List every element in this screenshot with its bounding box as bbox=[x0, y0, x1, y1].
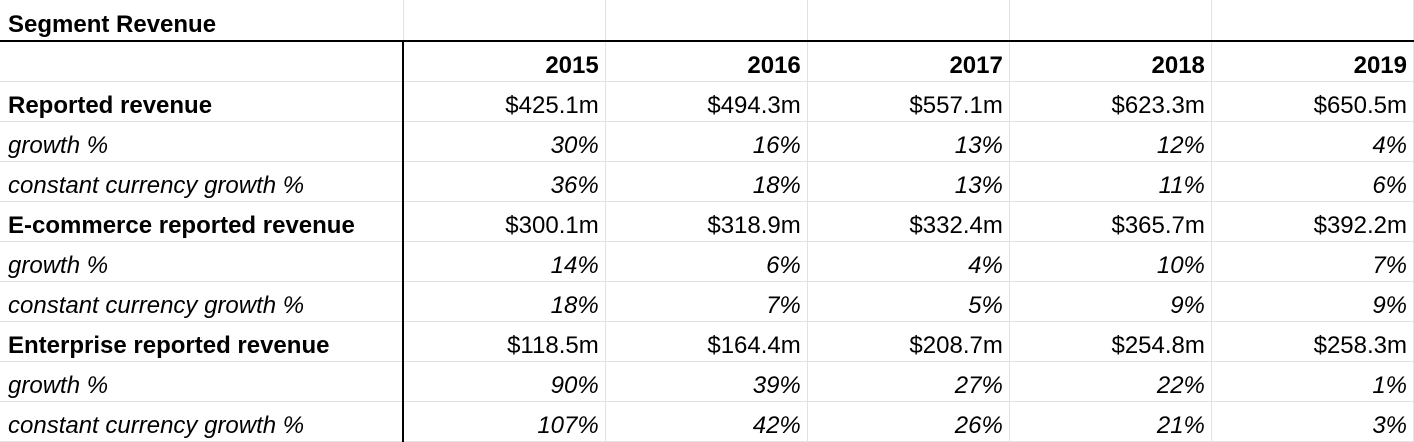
value-cell[interactable]: $332.4m bbox=[807, 201, 1010, 242]
row-label-cell[interactable]: constant currency growth % bbox=[0, 401, 405, 442]
value-cell[interactable]: 4% bbox=[1211, 121, 1414, 162]
value-cell[interactable]: $118.5m bbox=[403, 321, 606, 362]
value-cell[interactable]: 6% bbox=[605, 241, 808, 282]
year-header-cell[interactable]: 2017 bbox=[807, 40, 1010, 82]
empty-cell[interactable] bbox=[605, 0, 808, 42]
value-cell[interactable]: 18% bbox=[605, 161, 808, 202]
value-cell[interactable]: 7% bbox=[1211, 241, 1414, 282]
value-cell[interactable]: 107% bbox=[403, 401, 606, 442]
value-cell[interactable]: 26% bbox=[807, 401, 1010, 442]
value-cell[interactable]: $254.8m bbox=[1009, 321, 1212, 362]
value-cell[interactable]: 14% bbox=[403, 241, 606, 282]
value-cell[interactable]: 11% bbox=[1009, 161, 1212, 202]
empty-cell[interactable] bbox=[807, 0, 1010, 42]
value-cell[interactable]: 27% bbox=[807, 361, 1010, 402]
table-row: constant currency growth % 18% 7% 5% 9% 9% bbox=[0, 281, 1414, 322]
table-row: growth % 90% 39% 27% 22% 1% bbox=[0, 361, 1414, 402]
value-cell[interactable]: 9% bbox=[1009, 281, 1212, 322]
row-label-cell[interactable]: constant currency growth % bbox=[0, 161, 405, 202]
value-cell[interactable]: 10% bbox=[1009, 241, 1212, 282]
value-cell[interactable]: 7% bbox=[605, 281, 808, 322]
value-cell[interactable]: $365.7m bbox=[1009, 201, 1212, 242]
year-header-cell[interactable]: 2016 bbox=[605, 40, 808, 82]
year-header-row: 2015 2016 2017 2018 2019 bbox=[0, 40, 1414, 82]
row-label-cell[interactable]: growth % bbox=[0, 121, 405, 162]
empty-cell[interactable] bbox=[1211, 0, 1414, 42]
value-cell[interactable]: $494.3m bbox=[605, 81, 808, 122]
value-cell[interactable]: $164.4m bbox=[605, 321, 808, 362]
value-cell[interactable]: 36% bbox=[403, 161, 606, 202]
row-label-cell[interactable]: growth % bbox=[0, 361, 405, 402]
value-cell[interactable]: $208.7m bbox=[807, 321, 1010, 362]
value-cell[interactable]: 6% bbox=[1211, 161, 1414, 202]
value-cell[interactable]: 39% bbox=[605, 361, 808, 402]
value-cell[interactable]: $318.9m bbox=[605, 201, 808, 242]
row-label-cell[interactable]: E-commerce reported revenue bbox=[0, 201, 405, 242]
table-row: growth % 14% 6% 4% 10% 7% bbox=[0, 241, 1414, 282]
value-cell[interactable]: $623.3m bbox=[1009, 81, 1212, 122]
year-header-cell[interactable]: 2015 bbox=[403, 40, 606, 82]
value-cell[interactable]: 21% bbox=[1009, 401, 1212, 442]
title-row: Segment Revenue bbox=[0, 0, 1414, 42]
value-cell[interactable]: $650.5m bbox=[1211, 81, 1414, 122]
row-label-cell[interactable]: constant currency growth % bbox=[0, 281, 405, 322]
value-cell[interactable]: 13% bbox=[807, 121, 1010, 162]
row-label-cell[interactable]: Reported revenue bbox=[0, 81, 405, 122]
table-row: growth % 30% 16% 13% 12% 4% bbox=[0, 121, 1414, 162]
value-cell[interactable]: 9% bbox=[1211, 281, 1414, 322]
table-row: E-commerce reported revenue $300.1m $318.9… bbox=[0, 201, 1414, 242]
empty-cell[interactable] bbox=[1009, 0, 1212, 42]
row-label-cell[interactable]: growth % bbox=[0, 241, 405, 282]
value-cell[interactable]: 22% bbox=[1009, 361, 1212, 402]
value-cell[interactable]: 4% bbox=[807, 241, 1010, 282]
table-row: constant currency growth % 36% 18% 13% 11% 6% bbox=[0, 161, 1414, 202]
value-cell[interactable]: 5% bbox=[807, 281, 1010, 322]
sheet-title-cell[interactable]: Segment Revenue bbox=[0, 0, 404, 42]
value-cell[interactable]: 16% bbox=[605, 121, 808, 162]
value-cell[interactable]: $392.2m bbox=[1211, 201, 1414, 242]
value-cell[interactable]: 1% bbox=[1211, 361, 1414, 402]
empty-cell[interactable] bbox=[403, 0, 606, 42]
value-cell[interactable]: 12% bbox=[1009, 121, 1212, 162]
value-cell[interactable]: $258.3m bbox=[1211, 321, 1414, 362]
value-cell[interactable]: 3% bbox=[1211, 401, 1414, 442]
header-label-cell[interactable] bbox=[0, 40, 405, 82]
table-row: Enterprise reported revenue $118.5m $164.4… bbox=[0, 321, 1414, 362]
year-header-cell[interactable]: 2018 bbox=[1009, 40, 1212, 82]
value-cell[interactable]: 13% bbox=[807, 161, 1010, 202]
value-cell[interactable]: $425.1m bbox=[403, 81, 606, 122]
table-row: Reported revenue $425.1m $494.3m $557.1m $62… bbox=[0, 81, 1414, 122]
table-row: constant currency growth % 107% 42% 26% 21% 3… bbox=[0, 401, 1414, 442]
value-cell[interactable]: $300.1m bbox=[403, 201, 606, 242]
value-cell[interactable]: 42% bbox=[605, 401, 808, 442]
value-cell[interactable]: 18% bbox=[403, 281, 606, 322]
value-cell[interactable]: 90% bbox=[403, 361, 606, 402]
row-label-cell[interactable]: Enterprise reported revenue bbox=[0, 321, 405, 362]
value-cell[interactable]: $557.1m bbox=[807, 81, 1010, 122]
value-cell[interactable]: 30% bbox=[403, 121, 606, 162]
year-header-cell[interactable]: 2019 bbox=[1211, 40, 1414, 82]
